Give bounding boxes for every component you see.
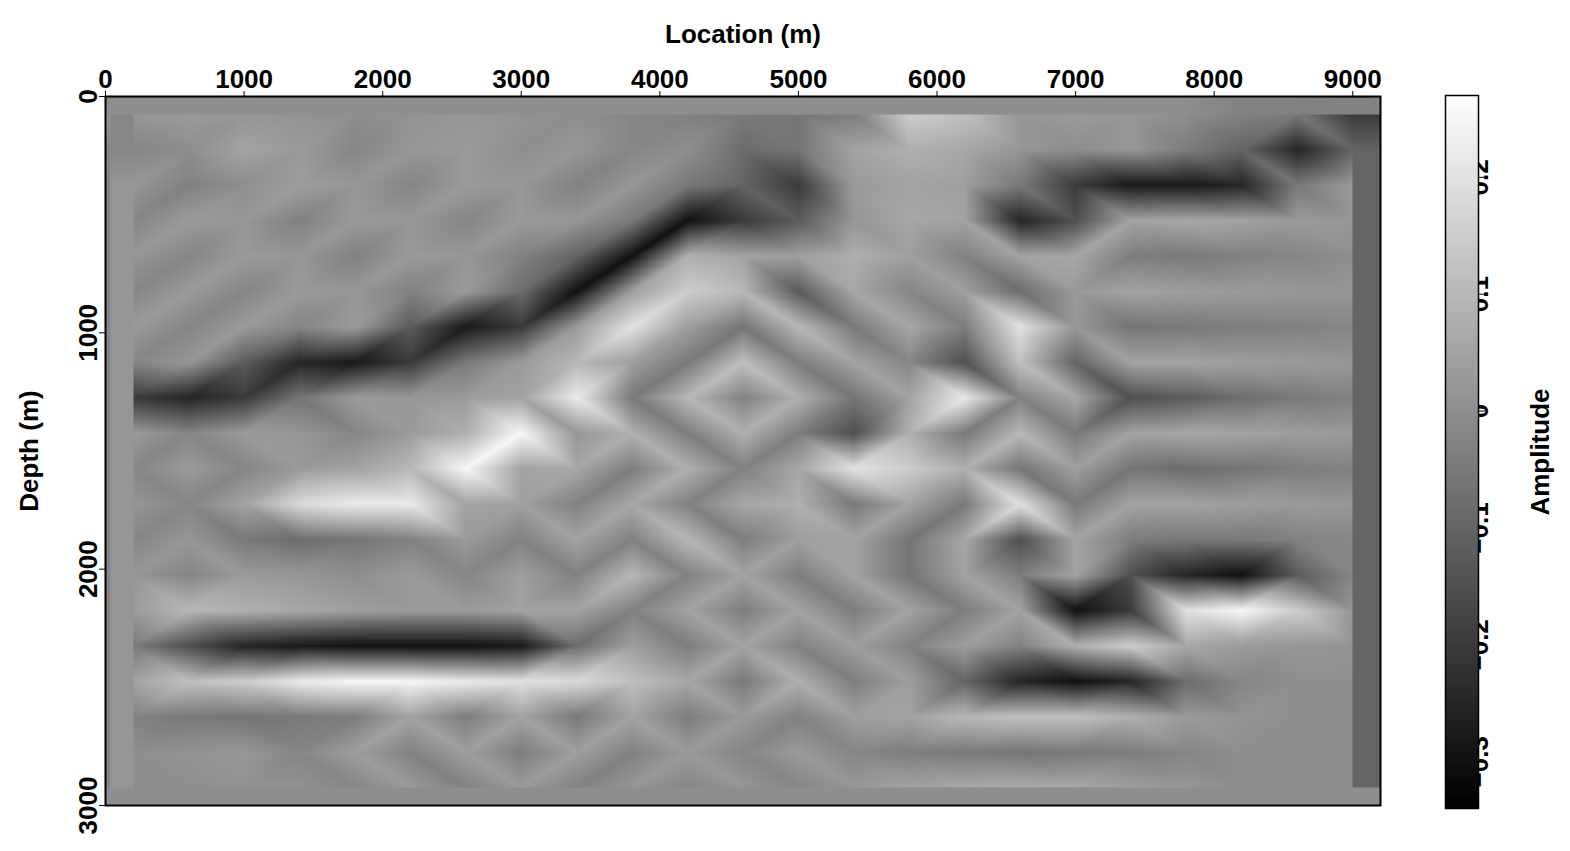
svg-text:2000: 2000 (73, 540, 103, 598)
svg-text:3000: 3000 (492, 64, 550, 94)
svg-text:Depth (m): Depth (m) (14, 390, 44, 511)
svg-text:1000: 1000 (215, 64, 273, 94)
svg-text:2000: 2000 (354, 64, 412, 94)
svg-text:Amplitude: Amplitude (1525, 388, 1555, 515)
svg-text:5000: 5000 (770, 64, 828, 94)
svg-text:0: 0 (72, 89, 103, 104)
svg-text:9000: 9000 (1324, 64, 1382, 94)
svg-text:Location (m): Location (m) (665, 19, 821, 49)
svg-text:1000: 1000 (73, 304, 103, 362)
svg-text:6000: 6000 (908, 64, 966, 94)
svg-text:8000: 8000 (1185, 64, 1243, 94)
svg-text:3000: 3000 (73, 777, 103, 835)
svg-text:7000: 7000 (1047, 64, 1105, 94)
svg-text:0: 0 (98, 64, 112, 94)
svg-text:4000: 4000 (631, 64, 689, 94)
